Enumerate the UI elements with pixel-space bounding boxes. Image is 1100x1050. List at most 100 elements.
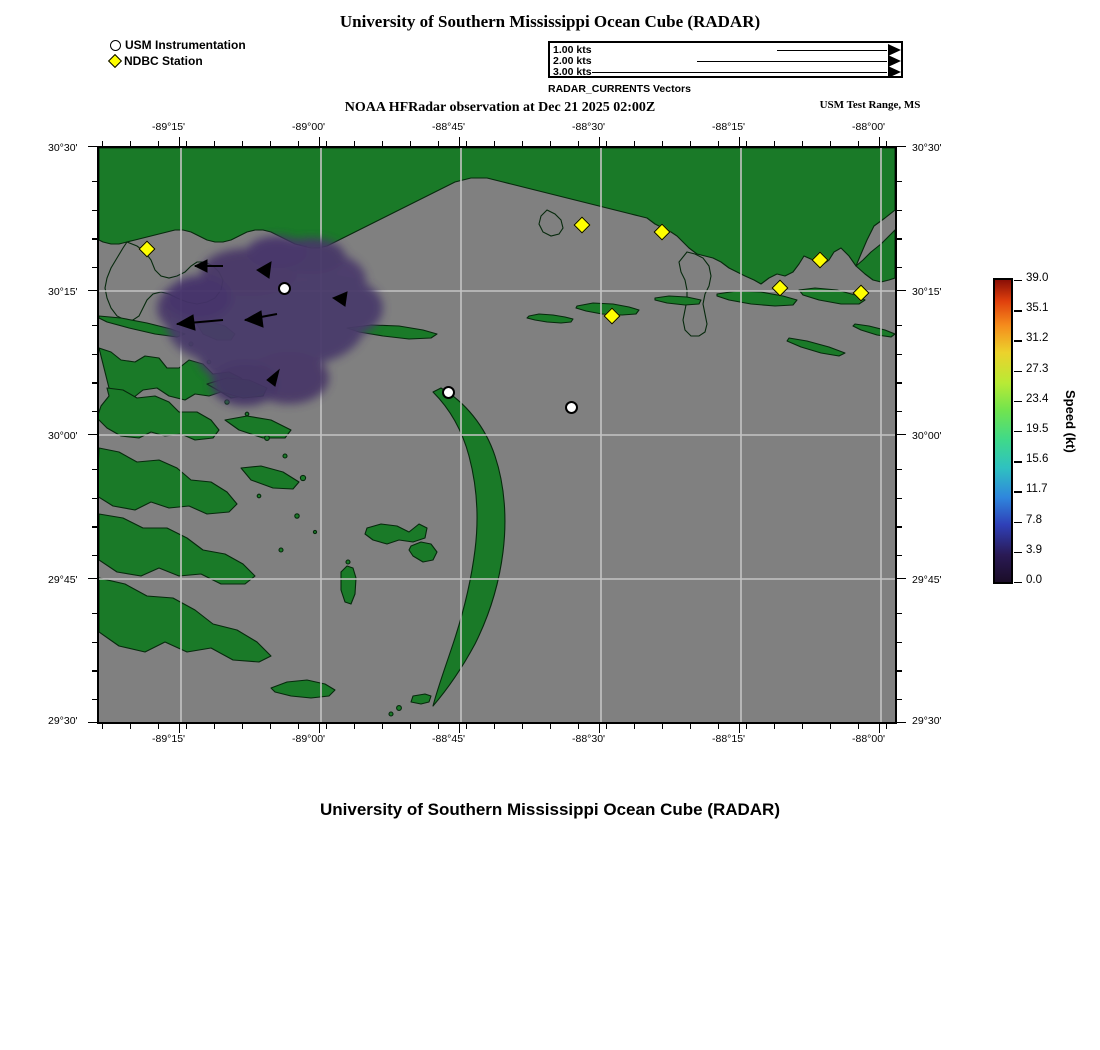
colorbar-tick-label: 19.5 xyxy=(1026,423,1049,435)
x-tick-top-minor xyxy=(886,141,888,146)
y-tick-right-major xyxy=(897,578,906,580)
island-horn xyxy=(575,302,640,316)
y-tick-right-minor xyxy=(897,555,902,557)
colorbar-tick xyxy=(1014,521,1022,523)
x-tick-bottom-minor xyxy=(634,724,636,729)
y-tick-right-major xyxy=(897,290,906,292)
x-tick-top-major xyxy=(739,137,741,146)
vector-arrowhead-3 xyxy=(888,66,901,78)
x-tick-bottom-minor xyxy=(550,724,552,729)
x-tick-top-minor xyxy=(634,141,636,146)
usm-instrument-marker[interactable] xyxy=(278,282,291,295)
x-tick-bottom-major xyxy=(879,724,881,733)
x-tick-bottom-minor xyxy=(858,724,860,729)
x-tick-top-minor xyxy=(410,141,412,146)
y-tick-right-minor xyxy=(897,641,902,643)
x-tick-bottom-minor xyxy=(494,724,496,729)
x-label-top-3: -88°30' xyxy=(572,121,606,133)
x-tick-top-minor xyxy=(690,141,692,146)
x-tick-top-minor xyxy=(718,141,720,146)
vector-scale-row-1: 1.00 kts xyxy=(550,44,901,57)
map-graphics xyxy=(99,148,895,722)
current-vector xyxy=(243,310,278,328)
vector-arrowhead-2 xyxy=(888,55,901,67)
x-tick-top-minor xyxy=(270,141,272,146)
vector-scale-label-2: 2.00 kts xyxy=(553,55,592,67)
y-tick-right-minor xyxy=(897,267,902,269)
x-tick-top-minor xyxy=(438,141,440,146)
y-label-left-4: 29°30' xyxy=(48,715,78,727)
x-tick-top-minor xyxy=(522,141,524,146)
chandeleur-island-fragment-a xyxy=(364,523,428,545)
y-label-left-1: 30°15' xyxy=(48,286,78,298)
x-tick-bottom-major xyxy=(459,724,461,733)
y-tick-right-minor xyxy=(897,382,902,384)
x-tick-bottom-minor xyxy=(746,724,748,729)
speed-colorbar: 39.0 35.1 31.2 27.3 23.4 19.5 15.6 11.7 7.8 3.9 0.… xyxy=(993,272,1078,586)
current-vector xyxy=(266,368,280,387)
legend-item-ndbc: NDBC Station xyxy=(107,53,246,69)
y-tick-left-minor xyxy=(92,641,97,643)
chandeleur-island-fragment-b xyxy=(408,541,438,563)
colorbar-tick-label: 39.0 xyxy=(1026,272,1049,284)
current-vector xyxy=(331,291,348,307)
y-tick-left-minor xyxy=(92,382,97,384)
y-tick-left-major xyxy=(88,290,97,292)
legend-item-usm: USM Instrumentation xyxy=(110,37,246,53)
vector-shaft-3 xyxy=(592,72,887,74)
colorbar-tick xyxy=(1014,280,1022,282)
colorbar-tick xyxy=(1014,491,1022,493)
x-tick-top-minor xyxy=(326,141,328,146)
y-tick-left-minor xyxy=(92,699,97,701)
x-tick-top-minor xyxy=(158,141,160,146)
y-tick-left-minor xyxy=(92,209,97,211)
usm-instrument-marker[interactable] xyxy=(565,401,578,414)
y-tick-right-minor xyxy=(897,209,902,211)
circle-marker-icon xyxy=(110,39,121,51)
x-tick-bottom-minor xyxy=(102,724,104,729)
colorbar-tick xyxy=(1014,461,1022,463)
chandeleur-island-tail xyxy=(410,693,432,705)
y-tick-left-minor xyxy=(92,324,97,326)
x-tick-top-minor xyxy=(550,141,552,146)
colorbar-tick xyxy=(1014,340,1022,342)
island-breton xyxy=(270,679,336,699)
axis-ticks xyxy=(0,0,1100,800)
y-label-right-1: 30°15' xyxy=(912,286,942,298)
island-petit-bois xyxy=(654,295,702,306)
x-tick-bottom-minor xyxy=(410,724,412,729)
colorbar-tick-label: 3.9 xyxy=(1026,543,1042,556)
y-tick-left-major xyxy=(88,722,97,724)
current-vector xyxy=(193,259,223,273)
current-vector xyxy=(175,314,224,331)
page-title: University of Southern Mississippi Ocean… xyxy=(339,12,761,31)
usm-instrument-marker[interactable] xyxy=(442,386,455,399)
x-label-bottom-2: -88°45' xyxy=(432,733,466,745)
x-label-top-1: -89°00' xyxy=(292,121,326,133)
x-tick-bottom-major xyxy=(599,724,601,733)
vector-scale-row-2: 2.00 kts xyxy=(550,55,901,68)
x-tick-bottom-major xyxy=(179,724,181,733)
x-tick-bottom-minor xyxy=(214,724,216,729)
colorbar-tick xyxy=(1014,582,1022,584)
x-label-bottom-0: -89°15' xyxy=(152,733,186,745)
x-tick-bottom-major xyxy=(319,724,321,733)
y-label-left-2: 30°00' xyxy=(48,430,78,442)
y-tick-right-minor xyxy=(897,411,902,413)
x-label-top-2: -88°45' xyxy=(432,121,466,133)
y-label-right-4: 29°30' xyxy=(912,715,942,727)
x-tick-bottom-minor xyxy=(382,724,384,729)
map-canvas[interactable] xyxy=(97,146,897,724)
legend-label-ndbc: NDBC Station xyxy=(124,54,203,68)
y-tick-right-major xyxy=(897,146,906,148)
y-tick-left-major xyxy=(88,434,97,436)
y-tick-left-minor xyxy=(92,612,97,614)
y-tick-left-minor xyxy=(92,353,97,355)
footer-title: University of Southern Mississippi Ocean… xyxy=(319,800,780,819)
colorbar-tick xyxy=(1014,551,1022,554)
vector-scale-row-3: 3.00 kts xyxy=(550,66,901,79)
y-tick-left-minor xyxy=(92,526,97,528)
x-tick-bottom-minor xyxy=(186,724,188,729)
range-title: USM Test Range, MS xyxy=(819,99,921,111)
island-south-strip-a xyxy=(786,337,846,357)
